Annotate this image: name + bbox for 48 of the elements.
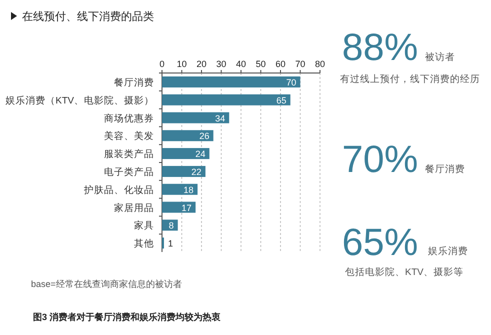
x-tick-label: 80 [314, 59, 326, 69]
text: 70% [342, 139, 418, 181]
y-tick-label: 美容、美发 [104, 130, 154, 142]
data-label: 70 [286, 77, 296, 88]
bar [162, 112, 230, 124]
text: 包括电影院、KTV、摄影等 [345, 266, 464, 278]
x-tick-label: 0 [159, 59, 165, 69]
data-label: 24 [195, 149, 206, 160]
bar [162, 202, 196, 213]
y-tick-label: 娱乐消费（KTV、电影院、摄影） [6, 94, 154, 106]
data-label: 1 [168, 238, 173, 249]
bar [162, 148, 210, 160]
y-tick-label: 电子类产品 [104, 166, 154, 178]
caption: 图3 消费者对于餐厅消费和娱乐消费均较为热衷 [33, 312, 222, 322]
y-tick-label: 家具 [134, 220, 154, 232]
y-tick-label: 餐厅消费 [114, 76, 154, 88]
data-label: 65 [276, 95, 286, 106]
y-tick-label: 服装类产品 [104, 148, 154, 160]
bar [162, 94, 290, 106]
text: 餐厅消费 [425, 163, 465, 175]
y-tick-label: 其他 [134, 238, 154, 250]
x-tick-label: 50 [256, 59, 266, 69]
y-tick-label: 护肤品、化妆品 [83, 184, 154, 196]
text: 被访者 [425, 51, 455, 63]
x-tick-label: 40 [236, 59, 246, 69]
text: 有过线上预付，线下消费的经历 [340, 73, 480, 85]
text: 娱乐消费 [428, 245, 468, 257]
x-tick-label: 20 [196, 59, 207, 69]
y-tick-label: 商场优惠券 [104, 112, 154, 124]
data-label: 22 [191, 166, 202, 177]
data-label: 26 [199, 131, 210, 142]
text: 88% [342, 27, 418, 69]
data-label: 34 [215, 113, 226, 124]
bar [162, 184, 198, 195]
text: 65% [342, 222, 418, 264]
x-tick-label: 60 [275, 59, 286, 69]
bar [162, 76, 300, 88]
x-tick-label: 70 [295, 59, 306, 69]
text: base=经常在线查询商家信息的被访者 [31, 279, 182, 289]
data-label: 17 [182, 202, 192, 213]
data-label: 18 [184, 184, 194, 195]
bar [162, 130, 214, 142]
bar [162, 166, 206, 177]
x-tick-label: 10 [176, 59, 187, 69]
chart-title: 在线预付、线下消费的品类 [22, 10, 154, 23]
y-tick-label: 家居用品 [114, 202, 154, 214]
x-tick-label: 30 [216, 59, 226, 69]
data-label: 8 [168, 220, 174, 231]
